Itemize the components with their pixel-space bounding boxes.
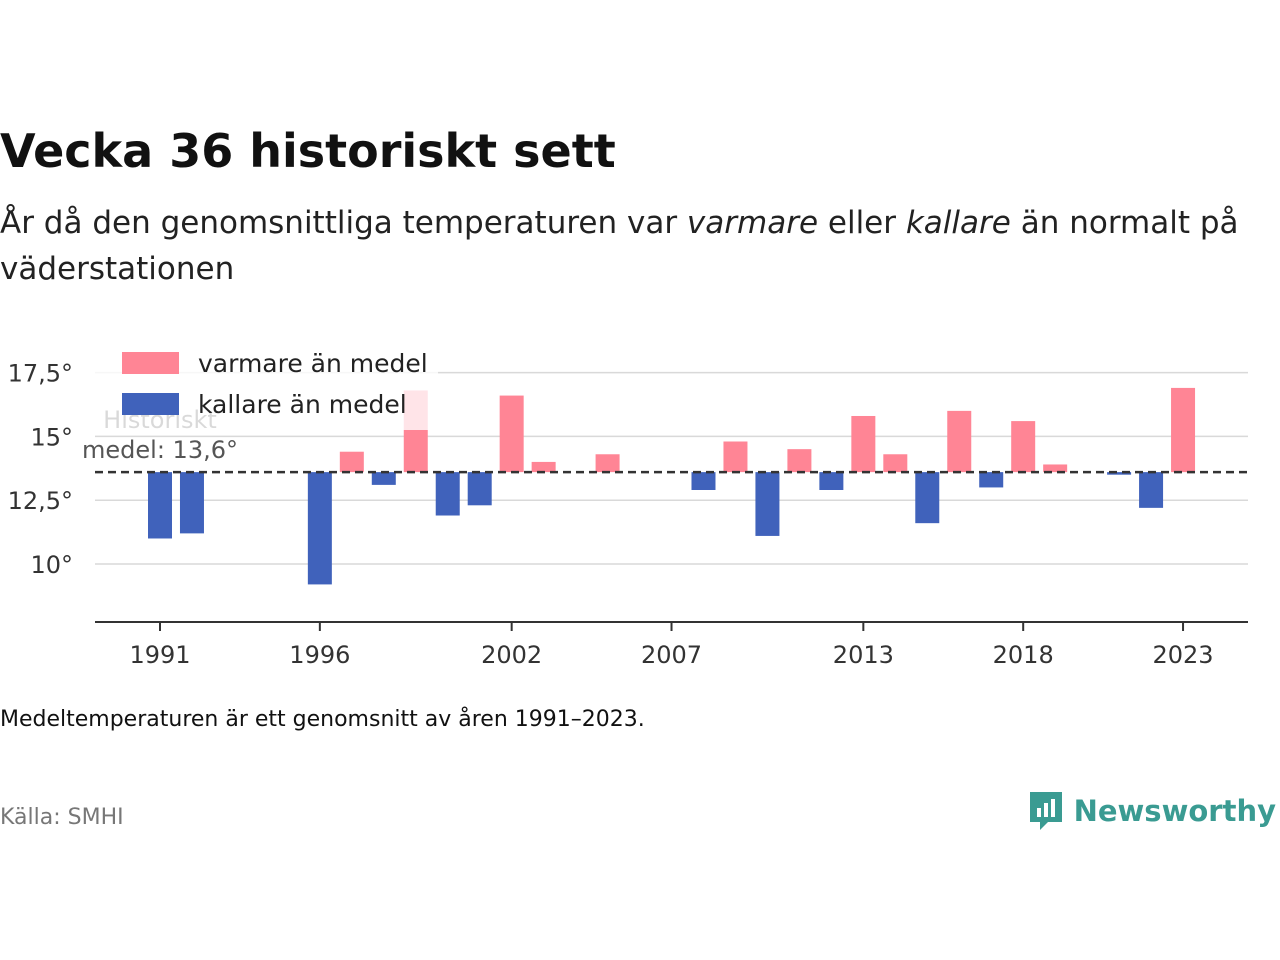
y-tick-label: 15° xyxy=(30,423,73,451)
legend: varmare än medel kallare än medel xyxy=(95,344,438,430)
cold-bar xyxy=(1107,472,1132,475)
warm-bar xyxy=(595,454,620,473)
cold-bar xyxy=(307,472,332,585)
legend-swatch xyxy=(122,352,179,374)
warm-bar xyxy=(1171,387,1196,473)
cold-bar xyxy=(148,472,172,539)
chart-title: Vecka 36 historiskt sett xyxy=(0,124,616,178)
legend-label: kallare än medel xyxy=(198,390,407,419)
subtitle-part-2: eller xyxy=(818,205,906,241)
subtitle-part-1: År då den genomsnittliga temperaturen va… xyxy=(0,205,687,241)
x-tick-label: 1996 xyxy=(289,641,350,669)
cold-bar xyxy=(1139,472,1164,508)
warm-bar xyxy=(339,451,364,473)
source-label: Källa: SMHI xyxy=(0,805,124,830)
cold-bar xyxy=(179,472,204,534)
cold-bar xyxy=(755,472,780,536)
cold-bar xyxy=(435,472,460,516)
x-tick-label: 2007 xyxy=(641,641,702,669)
x-tick-label: 2013 xyxy=(833,641,894,669)
legend-swatch xyxy=(122,393,179,415)
y-tick-label: 10° xyxy=(30,551,73,579)
brand-name: Newsworthy xyxy=(1073,794,1276,828)
warm-bar xyxy=(883,454,908,473)
y-tick-label: 17,5° xyxy=(8,360,73,388)
x-tick-label: 2018 xyxy=(993,641,1054,669)
warm-bar xyxy=(947,410,972,473)
bar-chart: 17,5°15°12,5°10° Historisktmedel: 13,6° … xyxy=(8,344,1248,669)
x-tick-label: 1991 xyxy=(129,641,190,669)
warm-bar xyxy=(531,461,556,473)
warm-bar xyxy=(851,415,876,473)
cold-bar xyxy=(467,472,492,506)
x-tick-label: 2023 xyxy=(1153,641,1214,669)
cold-bar xyxy=(371,472,396,485)
cold-bar xyxy=(691,472,716,490)
newsworthy-logo-icon xyxy=(1029,792,1062,830)
cold-bar xyxy=(819,472,844,490)
warm-bar xyxy=(723,441,748,473)
brand-logo[interactable]: Newsworthy xyxy=(1028,790,1276,832)
x-axis: 1991 1996 2002 2007 2013 2018 2023 xyxy=(95,621,1248,669)
chart-subtitle: År då den genomsnittliga temperaturen va… xyxy=(0,200,1240,292)
warm-bar xyxy=(1011,421,1036,473)
cold-bar xyxy=(979,472,1004,488)
x-tick-label: 2002 xyxy=(481,641,542,669)
y-axis-ticks: 17,5° 15° 12,5° 10° xyxy=(8,360,73,579)
subtitle-part-3: än normalt på väderstationen xyxy=(0,205,1239,287)
subtitle-warm-word: varmare xyxy=(686,205,819,241)
legend-label: varmare än medel xyxy=(198,349,428,378)
cold-bar xyxy=(915,472,940,524)
warm-bar xyxy=(1043,464,1068,473)
footnote: Medeltemperaturen är ett genomsnitt av å… xyxy=(0,707,645,732)
warm-bar xyxy=(787,449,812,473)
baseline-label-line2: medel: 13,6° xyxy=(82,436,238,464)
subtitle-cold-word: kallare xyxy=(905,205,1011,241)
y-tick-label: 12,5° xyxy=(8,487,73,515)
warm-bar xyxy=(499,395,524,473)
